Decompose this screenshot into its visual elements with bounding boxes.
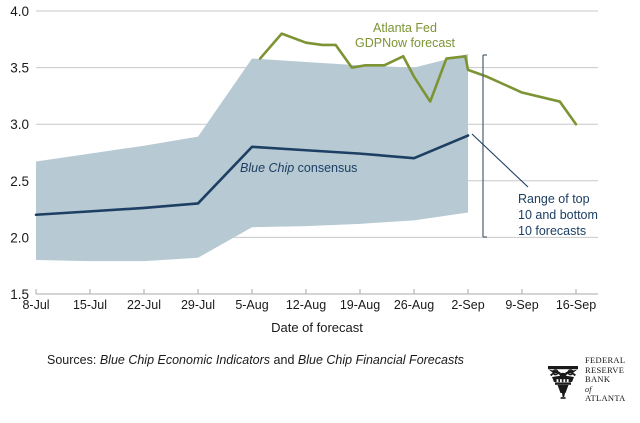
y-tick-3-0: 3.0 bbox=[10, 117, 29, 132]
x-tick-label-29-jul: 29-Jul bbox=[181, 298, 215, 312]
y-tick-3-5: 3.5 bbox=[10, 61, 29, 76]
logo-line-4: of ATLANTA bbox=[585, 385, 634, 404]
gdpnow-annotation-line2: GDPNow forecast bbox=[355, 36, 456, 50]
gdpnow-annotation-line1: Atlanta Fed bbox=[373, 21, 437, 35]
x-tick-label-12-aug: 12-Aug bbox=[286, 298, 326, 312]
x-tick-labels: 8-Jul 15-Jul 22-Jul 29-Jul 5-Aug 12-Aug 19-Aug… bbox=[22, 298, 596, 312]
range-leader-line bbox=[471, 133, 529, 188]
forecast-range-band bbox=[36, 54, 468, 262]
range-annotation-line3: 10 forecasts bbox=[518, 224, 586, 238]
bluechip-annotation: Blue Chip consensus bbox=[240, 161, 357, 175]
x-tick-label-26-aug: 26-Aug bbox=[394, 298, 434, 312]
logo-line-4-italic: of bbox=[585, 384, 592, 394]
x-axis bbox=[35, 289, 598, 295]
x-tick-label-16-sep: 16-Sep bbox=[556, 298, 596, 312]
source-conjunction: and bbox=[273, 353, 295, 367]
ionic-capital-icon bbox=[548, 366, 578, 399]
frb-atlanta-logo: FEDERAL RESERVE BANK of ATLANTA bbox=[546, 355, 634, 404]
y-tick-labels: 4.0 3.5 3.0 2.5 2.0 1.5 bbox=[10, 4, 29, 302]
logo-wordmark: FEDERAL RESERVE BANK of ATLANTA bbox=[585, 355, 634, 404]
y-tick-1-5: 1.5 bbox=[10, 287, 29, 302]
logo-line-3: BANK bbox=[585, 374, 611, 385]
y-tick-4-0: 4.0 bbox=[10, 4, 29, 19]
y-tick-2-0: 2.0 bbox=[10, 230, 29, 245]
logo-line-4-rest: ATLANTA bbox=[585, 393, 626, 404]
logo-line-2: RESERVE bbox=[585, 364, 625, 375]
series-line-gdpnow bbox=[258, 32, 578, 126]
series-line-bluechip bbox=[34, 134, 470, 217]
gdpnow-annotation: Atlanta Fed GDPNow forecast bbox=[355, 21, 456, 50]
range-bracket bbox=[482, 54, 487, 238]
logo-line-1: FEDERAL bbox=[585, 355, 626, 366]
range-annotation-line2: 10 and bottom bbox=[518, 208, 598, 222]
x-tick-label-9-sep: 9-Sep bbox=[505, 298, 538, 312]
x-tick-label-19-aug: 19-Aug bbox=[340, 298, 380, 312]
svg-text:Blue Chip consensus: Blue Chip consensus bbox=[240, 161, 357, 175]
sources-prefix: Sources: bbox=[47, 353, 97, 367]
x-tick-label-5-aug: 5-Aug bbox=[235, 298, 268, 312]
range-annotation-line1: Range of top bbox=[518, 192, 590, 206]
source-italic-2: Blue Chip Financial Forecasts bbox=[297, 353, 464, 367]
y-tick-2-5: 2.5 bbox=[10, 174, 29, 189]
bluechip-annotation-plain: consensus bbox=[294, 161, 357, 175]
source-italic-1: Blue Chip Economic Indicators bbox=[99, 353, 271, 367]
bluechip-annotation-italic: Blue Chip bbox=[240, 161, 294, 175]
x-tick-label-15-jul: 15-Jul bbox=[73, 298, 107, 312]
x-tick-label-2-sep: 2-Sep bbox=[451, 298, 484, 312]
series-lines bbox=[34, 32, 578, 217]
x-axis-title: Date of forecast bbox=[271, 320, 363, 335]
x-tick-label-8-jul: 8-Jul bbox=[22, 298, 49, 312]
x-tick-label-22-jul: 22-Jul bbox=[127, 298, 161, 312]
sources-footer: Sources: Blue Chip Economic Indicators a… bbox=[47, 353, 464, 367]
range-annotation: Range of top 10 and bottom 10 forecasts bbox=[518, 192, 598, 238]
